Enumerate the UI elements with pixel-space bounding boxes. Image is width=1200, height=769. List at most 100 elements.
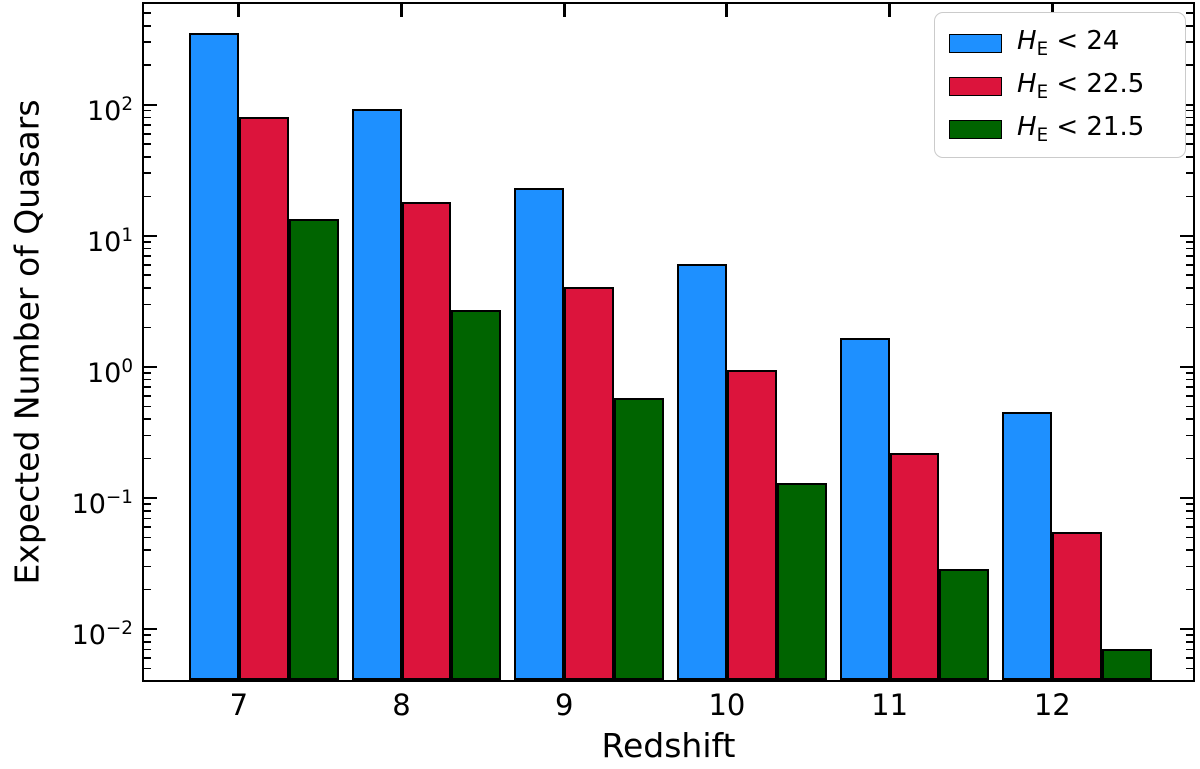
x-tick-top-z9 <box>562 4 566 17</box>
y-minor-tick-right <box>1186 418 1193 420</box>
bar-he24-z8 <box>351 109 402 680</box>
y-minor-tick-right <box>1186 303 1193 306</box>
y-minor-tick-left <box>144 641 151 643</box>
bar-he215-z11 <box>939 568 990 680</box>
x-tick-label-z7: 7 <box>229 688 249 722</box>
y-minor-tick-right <box>1186 457 1193 460</box>
y-minor-tick-left <box>144 255 151 257</box>
y-minor-tick-left <box>144 124 151 126</box>
y-minor-tick-right <box>1186 247 1193 250</box>
y-minor-tick-left <box>144 405 151 408</box>
y-minor-tick-left <box>144 132 151 135</box>
legend-swatch-he225-icon <box>949 77 1002 96</box>
y-minor-tick-left <box>144 156 151 158</box>
y-tick-label-1e0: 100 <box>86 355 133 389</box>
legend-label-he225: HE < 22.5 <box>1017 69 1144 103</box>
x-tick-label-z8: 8 <box>392 688 411 722</box>
y-minor-tick-right <box>1186 195 1193 198</box>
bar-he215-z8 <box>451 310 502 680</box>
y-minor-tick-right <box>1186 648 1193 651</box>
y-minor-tick-left <box>144 303 151 306</box>
y-minor-tick-right <box>1186 434 1193 437</box>
y-minor-tick-right <box>1186 667 1193 670</box>
y-minor-tick-left <box>144 264 151 266</box>
x-tick-bottom-z11 <box>888 667 892 680</box>
bar-he225-z12 <box>1052 532 1103 680</box>
x-tick-bottom-z8 <box>400 667 404 680</box>
y-minor-tick-right <box>1186 132 1193 135</box>
y-minor-tick-left <box>144 657 151 659</box>
y-minor-tick-right <box>1186 588 1193 591</box>
bar-he225-z10 <box>726 369 777 680</box>
y-minor-tick-right <box>1186 124 1193 126</box>
y-minor-tick-left <box>144 503 151 505</box>
x-tick-bottom-z10 <box>725 667 729 680</box>
y-major-tick-right <box>1180 497 1193 500</box>
y-minor-tick-left <box>144 457 151 460</box>
legend-symbol: H <box>1017 112 1037 143</box>
legend-subscript: E <box>1036 82 1049 104</box>
bar-he215-z10 <box>776 483 827 680</box>
y-minor-tick-left <box>144 287 151 289</box>
y-minor-tick-right <box>1186 657 1193 659</box>
legend: HE < 24 HE < 22.5 HE < 21.5 <box>934 12 1186 158</box>
y-minor-tick-left <box>144 247 151 250</box>
y-minor-tick-right <box>1186 264 1193 266</box>
x-tick-top-z12 <box>1050 4 1054 17</box>
y-minor-tick-right <box>1186 641 1193 643</box>
legend-condition: < 24 <box>1048 26 1120 57</box>
y-minor-tick-left <box>144 241 151 243</box>
y-major-tick-left <box>144 497 157 500</box>
y-minor-tick-right <box>1186 634 1193 636</box>
y-minor-tick-left <box>144 172 151 175</box>
bar-he215-z12 <box>1102 649 1153 680</box>
bar-he24-z10 <box>677 263 727 680</box>
legend-label-he215: HE < 21.5 <box>1017 112 1144 146</box>
y-minor-tick-left <box>144 116 151 119</box>
y-tick-label-1e-1: 10−1 <box>71 487 133 521</box>
y-minor-tick-left <box>144 41 151 43</box>
y-minor-tick-left <box>144 274 151 277</box>
y-minor-tick-left <box>144 549 151 551</box>
y-minor-tick-right <box>1186 536 1193 539</box>
y-minor-tick-left <box>144 372 151 374</box>
x-tick-bottom-z9 <box>562 667 566 680</box>
legend-item-he225: HE < 22.5 <box>949 65 1185 108</box>
y-minor-tick-right <box>1186 12 1193 14</box>
y-minor-tick-right <box>1186 549 1193 551</box>
y-tick-label-1e1: 101 <box>86 224 133 258</box>
y-minor-tick-left <box>144 634 151 636</box>
y-minor-tick-right <box>1186 565 1193 568</box>
x-tick-label-z12: 12 <box>1033 688 1071 722</box>
y-minor-tick-left <box>144 195 151 198</box>
x-tick-label-z11: 11 <box>871 688 909 722</box>
bar-he24-z12 <box>1002 412 1053 680</box>
y-minor-tick-right <box>1186 326 1193 329</box>
legend-item-he24: HE < 24 <box>949 22 1185 65</box>
x-axis-tick-labels: 7 8 9 10 11 12 <box>144 688 1193 722</box>
bar-he24-z7 <box>188 33 239 680</box>
y-minor-tick-left <box>144 12 151 14</box>
legend-subscript: E <box>1036 39 1049 61</box>
y-minor-tick-left <box>144 378 151 381</box>
y-major-tick-right <box>1180 365 1193 369</box>
y-minor-tick-right <box>1186 64 1193 67</box>
y-minor-tick-right <box>1186 378 1193 381</box>
x-tick-label-z9: 9 <box>554 688 574 722</box>
y-minor-tick-left <box>144 109 151 112</box>
y-minor-tick-right <box>1186 274 1193 277</box>
legend-label-he24: HE < 24 <box>1017 26 1119 60</box>
y-minor-tick-right <box>1186 109 1193 112</box>
bar-he215-z9 <box>614 397 664 680</box>
y-minor-tick-right <box>1186 405 1193 408</box>
legend-symbol: H <box>1017 26 1037 57</box>
y-minor-tick-left <box>144 24 151 27</box>
y-major-tick-left <box>144 234 157 237</box>
y-minor-tick-left <box>144 395 151 397</box>
y-major-tick-left <box>144 628 157 631</box>
y-minor-tick-right <box>1186 41 1193 43</box>
y-minor-tick-right <box>1186 241 1193 243</box>
legend-item-he215: HE < 21.5 <box>949 108 1185 151</box>
y-major-tick-left <box>144 103 157 106</box>
